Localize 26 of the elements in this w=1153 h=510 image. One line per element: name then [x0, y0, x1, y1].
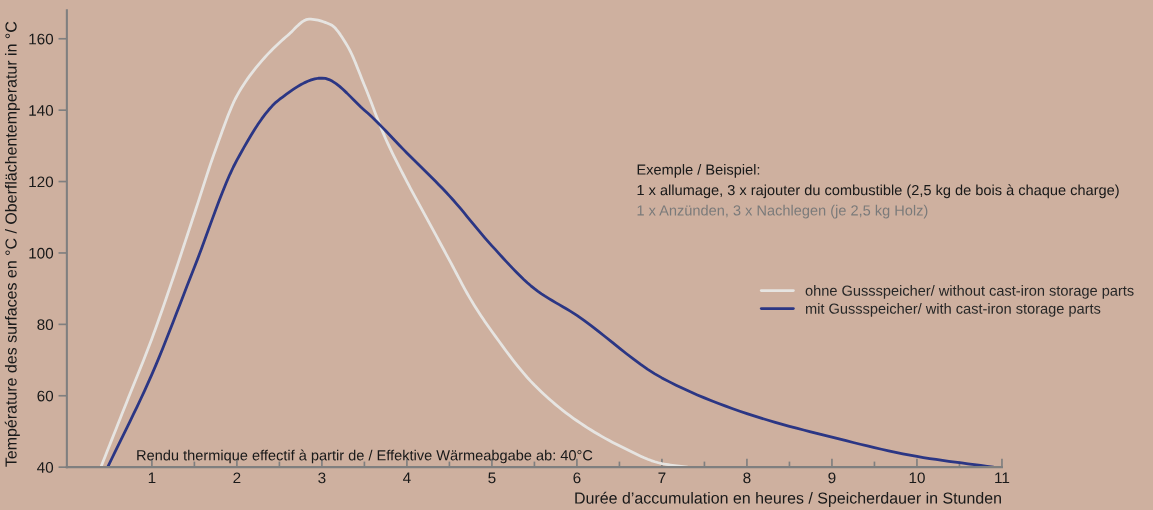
- y-tick-label: 140: [29, 105, 54, 116]
- annotation: 1 x allumage, 3 x rajouter du combustible (2,5 kg de bois à chaque charge): [637, 184, 1119, 199]
- annotation: Rendu thermique effectif à partir de / Effektive Wärmeabgabe ab: 40°C: [137, 449, 593, 464]
- y-tick-label: 120: [29, 176, 54, 188]
- x-tick-label: 9: [828, 472, 836, 484]
- x-tick-label: 2: [233, 472, 241, 484]
- x-tick-label: 3: [318, 472, 326, 484]
- legend-label: mit Gussspeicher/ with cast-iron storage parts: [806, 303, 1101, 317]
- y-axis-title: Température des surfaces en °C / Oberflächentemperatur in °C: [4, 21, 20, 467]
- x-tick-label: 10: [909, 472, 925, 484]
- x-tick-label: 4: [403, 472, 411, 484]
- x-tick-label: 7: [658, 472, 666, 484]
- y-tick-label: 100: [29, 247, 54, 259]
- x-tick-label: 11: [995, 472, 1010, 484]
- y-tick-label: 80: [37, 319, 54, 331]
- x-axis-title: Durée d’accumulation en heures / Speicherdauer in Stunden: [575, 491, 1001, 507]
- y-tick-label: 60: [37, 390, 54, 402]
- x-tick-label: 8: [743, 472, 751, 484]
- x-tick-label: 1: [148, 472, 156, 484]
- annotation: Exemple / Beispiel:: [637, 164, 760, 178]
- x-tick-label: 5: [488, 472, 496, 484]
- x-tick-label: 6: [573, 472, 581, 484]
- annotation: 1 x Anzünden, 3 x Nachlegen (je 2,5 kg Holz): [637, 204, 928, 219]
- y-tick-label: 40: [37, 462, 54, 473]
- legend-label: ohne Gussspeicher/ without cast-iron storage parts: [805, 285, 1134, 299]
- y-tick-label: 160: [29, 33, 54, 45]
